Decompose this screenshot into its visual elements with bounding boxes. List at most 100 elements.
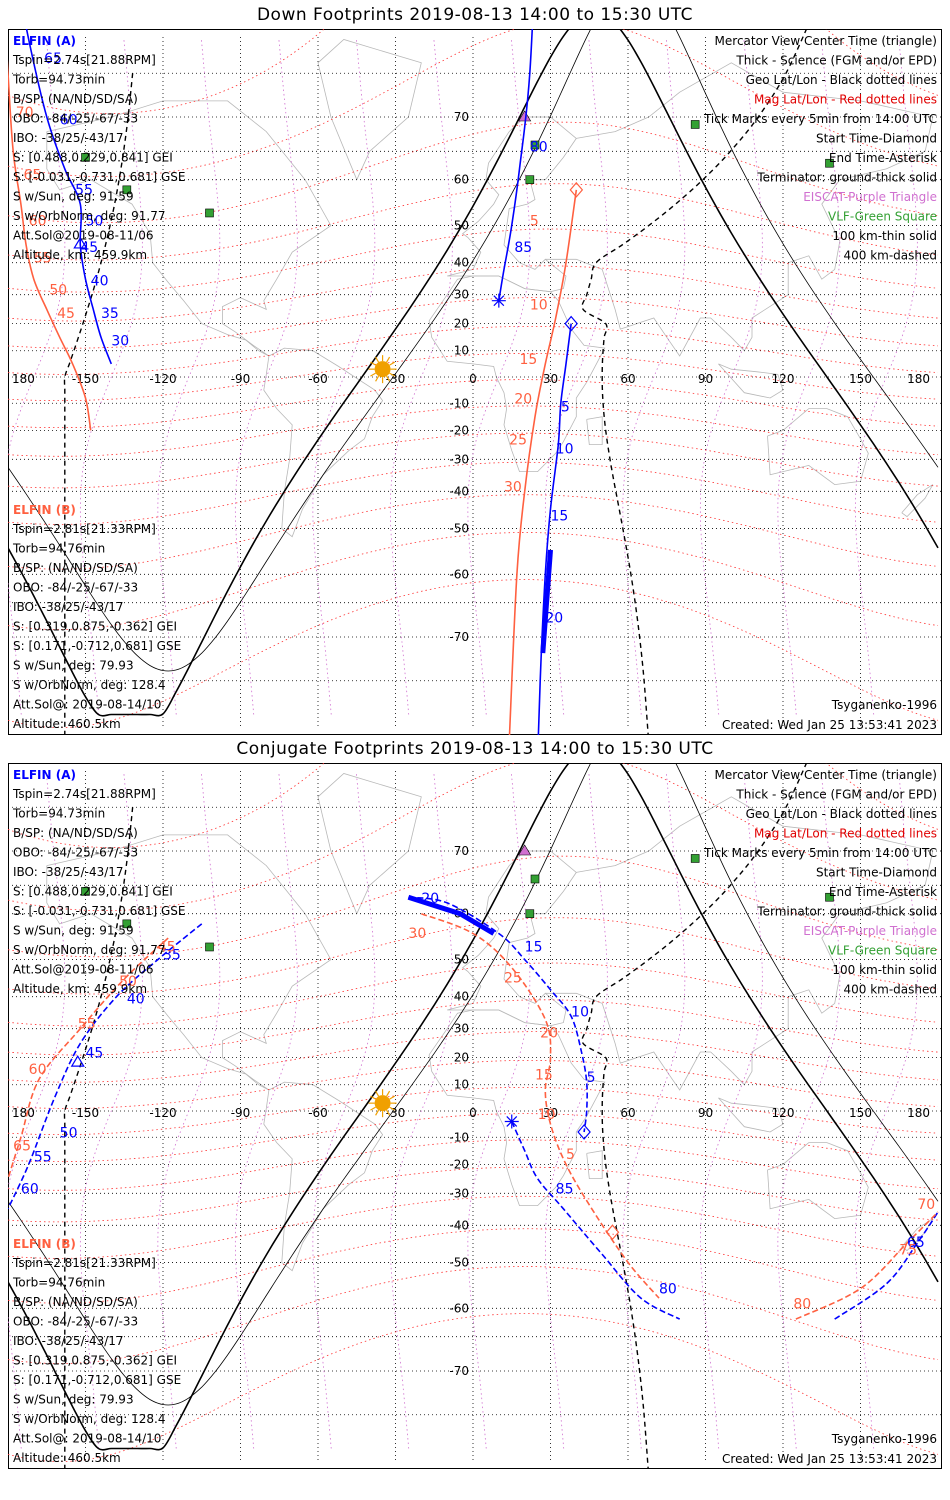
track-a-africa [537, 323, 572, 735]
lon-tick-label: 0 [469, 1106, 477, 1120]
legend-item: Tick Marks every 5min from 14:00 UTC [703, 846, 937, 860]
lat-tick-label: -30 [449, 452, 469, 466]
lat-tick-label: -70 [449, 1364, 469, 1378]
sc-b-info-line: B/SP: (NA/ND/SD/SA) [13, 561, 138, 575]
track-a-europe [498, 29, 534, 301]
mag-parallel [8, 265, 939, 322]
track-a-tick: 40 [127, 991, 145, 1007]
lon-tick-label: 180 [12, 372, 35, 386]
legend-item: Thick - Science (FGM and/or EPD) [735, 788, 937, 802]
track-a-tick: 15 [551, 508, 569, 524]
track-b-tick: 30 [504, 479, 522, 495]
track-b-tick: 20 [540, 1026, 558, 1042]
sc-a-info-line: S: [0.488,0.229,0.841] GEI [13, 151, 173, 165]
lon-tick-label: -120 [149, 372, 176, 386]
track-b-tick: 50 [119, 974, 137, 990]
mag-parallel [8, 1031, 939, 1083]
down-footprints-map: 180 -150 -120 -90 -60 -30 0 30 60 90 120 150 180 70 60… [8, 29, 942, 735]
sc-b-info-line: B/SP: (NA/ND/SD/SA) [13, 1295, 138, 1309]
coastline [263, 1081, 384, 1272]
sc-b-info-line: IBO: -38/25/-43/17 [13, 600, 124, 614]
track-b-tick: 25 [504, 971, 522, 987]
track-a-tick: 55 [75, 183, 93, 199]
vlf-square-icon [122, 185, 132, 195]
legend-item: Mercator View Center Time (triangle) [715, 34, 937, 48]
lat-tick-label: -70 [449, 630, 469, 644]
sun-icon [368, 355, 397, 384]
mag-meridian [312, 39, 376, 715]
lon-tick-label: 180 [907, 372, 930, 386]
lat-tick-label: 10 [454, 1078, 469, 1092]
legend-item: Start Time-Diamond [816, 132, 937, 146]
legend-item: Geo Lat/Lon - Black dotted lines [746, 807, 937, 821]
track-b-tick: 75 [899, 1242, 917, 1258]
track-b-tick: 5 [530, 214, 539, 230]
lon-tick-label: 90 [698, 372, 713, 386]
track-a-tick: 5 [587, 1070, 596, 1086]
track-b-tick: 45 [57, 306, 75, 322]
lon-tick-label: 30 [543, 372, 558, 386]
lat-tick-label: 40 [454, 256, 469, 270]
coastline [317, 39, 422, 180]
sc-a-info-line: S w/Sun, deg: 91.59 [13, 924, 134, 938]
coastline [767, 408, 869, 486]
track-a-tick: 35 [101, 306, 119, 322]
mag-meridian [777, 39, 841, 715]
sc-a-info-line: B/SP: (NA/ND/SD/SA) [13, 826, 138, 840]
mag-meridian [8, 39, 66, 715]
track-b-tick-labels: 80 70 65 60 55 50 45 5 10 15 20 25 30 [16, 105, 548, 495]
sun-icon [368, 1089, 397, 1118]
vlf-square-icon [81, 887, 90, 896]
start-diamond-icon [577, 1124, 591, 1140]
track-b-tick: 15 [535, 1067, 553, 1083]
legend-item: Thick - Science (FGM and/or EPD) [735, 54, 937, 68]
mag-grid [8, 763, 939, 1463]
lon-tick-label: 60 [620, 372, 635, 386]
lat-tick-label: 30 [454, 1022, 469, 1036]
track-a-science [407, 894, 495, 936]
sc-b-info-line: Altitude: 460.5km [13, 1451, 121, 1465]
track-a-tick: 55 [34, 1150, 52, 1166]
coastline [428, 275, 606, 472]
sun-ray [386, 1090, 391, 1097]
legend-item: Mag Lat/Lon - Red dotted lines [754, 93, 937, 107]
sun-ray [389, 372, 396, 377]
mag-parallel [8, 353, 939, 401]
legend-item: VLF-Green Square [828, 210, 937, 224]
mag-parallel [8, 1059, 939, 1109]
sun-ray [370, 1106, 376, 1111]
mag-meridians [8, 39, 918, 715]
lon-tick-label: 120 [772, 1106, 795, 1120]
track-b-tick: 25 [509, 433, 527, 449]
sc-a-info-line: Torb=94.73min [12, 807, 105, 821]
sun-ray [375, 375, 380, 382]
geo-grid [8, 37, 942, 727]
mag-parallel [8, 432, 939, 489]
legend-item: VLF-Green Square [828, 944, 937, 958]
map-frame [8, 763, 942, 1469]
legend-item: 400 km-dashed [843, 983, 937, 997]
start-diamond-icon [605, 1224, 620, 1241]
legend-item: Mag Lat/Lon - Red dotted lines [754, 827, 937, 841]
legend-item: 100 km-thin solid [832, 229, 937, 243]
vlf-square-icon [81, 153, 90, 162]
lon-tick-label: -30 [386, 372, 406, 386]
track-b-africa [508, 189, 578, 735]
lon-tick-label: 180 [12, 1106, 35, 1120]
mag-meridian [544, 39, 608, 715]
lat-tick-label: 70 [454, 844, 469, 858]
mag-meridian [777, 773, 841, 1449]
vlf-square-icon [530, 140, 540, 150]
mag-meridian [699, 773, 763, 1449]
sc-b-info-line: OBO: -84/-25/-67/-33 [13, 1315, 138, 1329]
mag-parallel [8, 1113, 939, 1162]
mag-parallel [8, 962, 939, 1027]
sc-a-info-line: Att.Sol@2019-08-11/06 [13, 229, 154, 243]
mag-parallel [8, 228, 939, 293]
mag-parallel [8, 999, 939, 1056]
lon-tick-label: -90 [231, 372, 251, 386]
legend-item: Mercator View Center Time (triangle) [715, 768, 937, 782]
mag-parallel [8, 1313, 939, 1463]
track-b-tick: 55 [78, 1017, 96, 1033]
